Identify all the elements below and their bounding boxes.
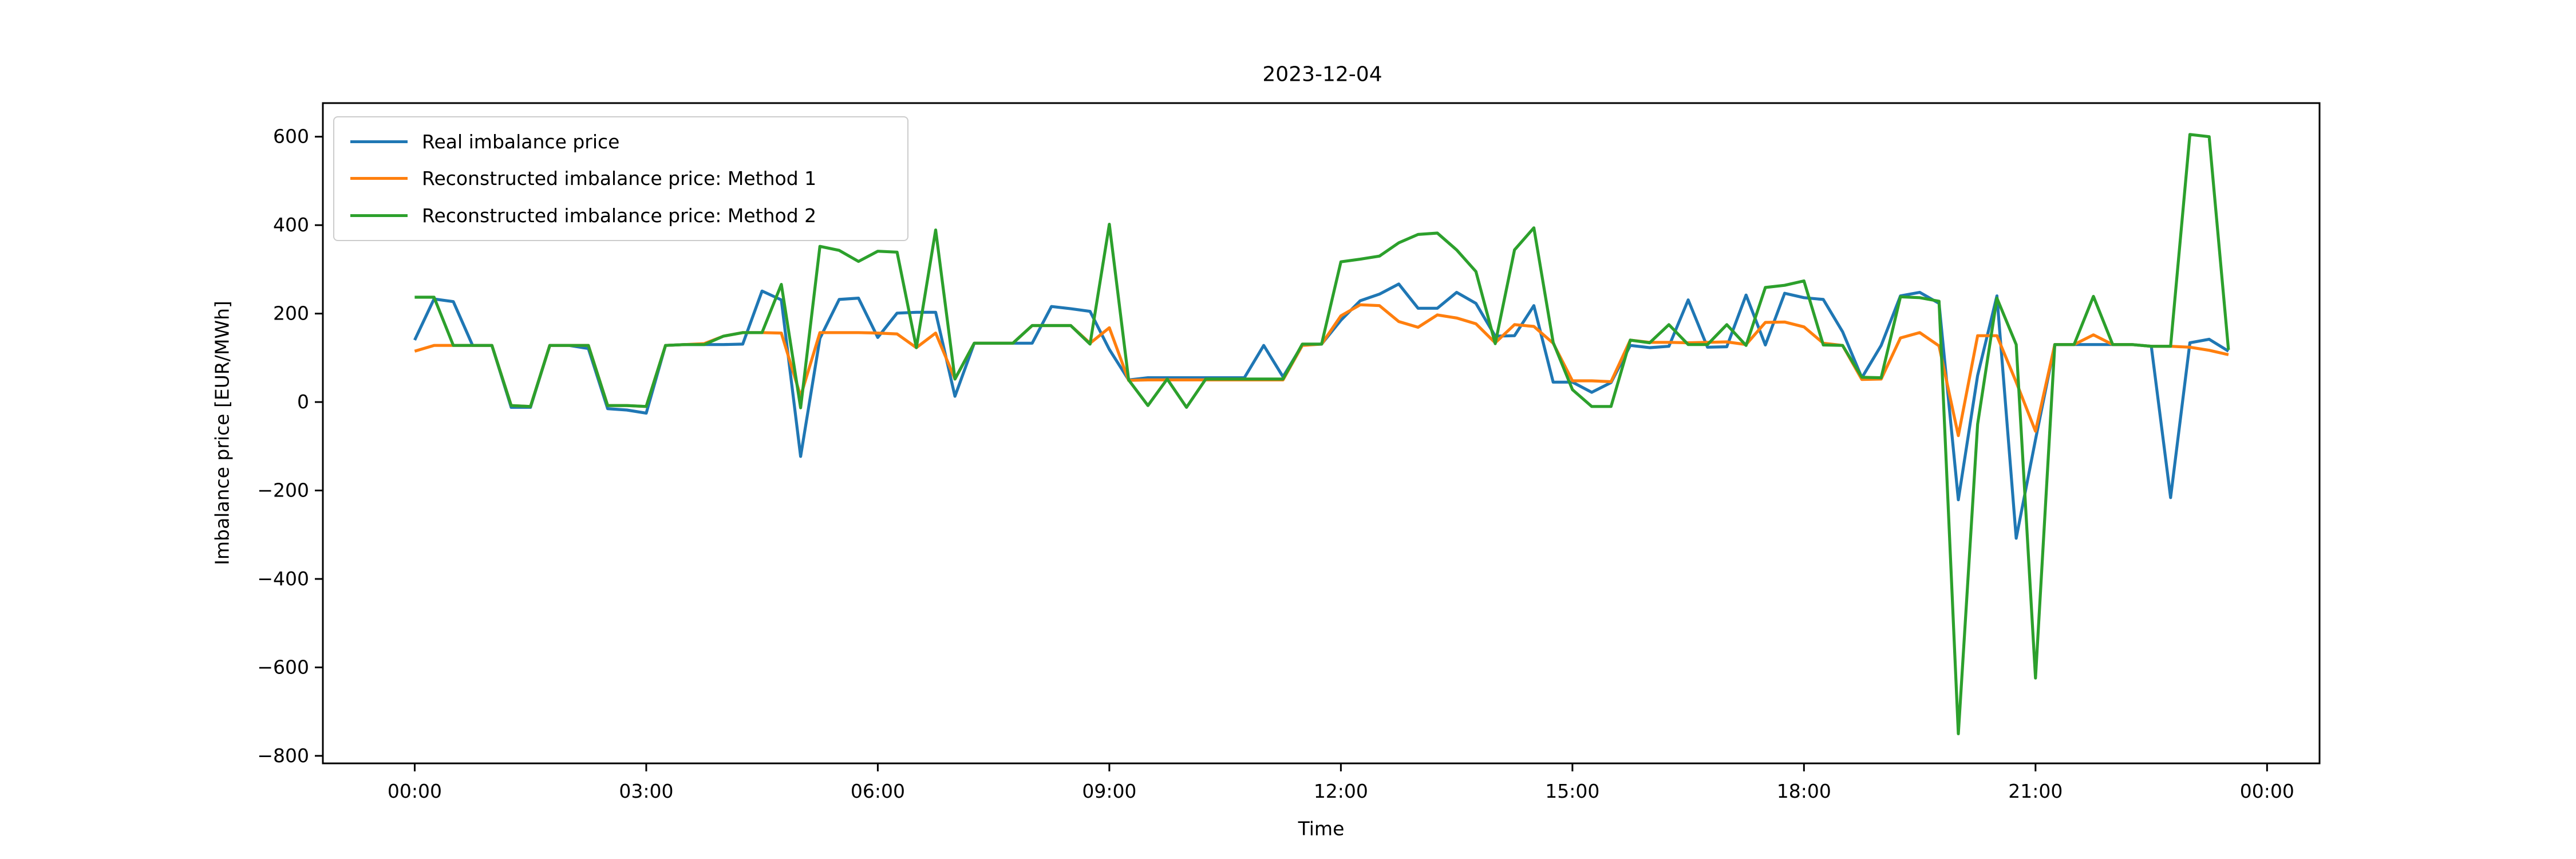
y-tick-label: 600 bbox=[273, 125, 309, 148]
legend-label: Reconstructed imbalance price: Method 1 bbox=[422, 167, 817, 190]
legend-label: Real imbalance price bbox=[422, 130, 620, 153]
legend-line-sample bbox=[350, 177, 408, 180]
legend-entry: Reconstructed imbalance price: Method 1 bbox=[334, 161, 907, 196]
legend-entry: Reconstructed imbalance price: Method 2 bbox=[334, 199, 907, 233]
series-line-reconstructed-imbalance-price-method-1 bbox=[414, 303, 2229, 438]
y-tick-label: −600 bbox=[257, 656, 309, 678]
x-tick-label: 15:00 bbox=[1545, 780, 1599, 802]
legend: Real imbalance price Reconstructed imbala… bbox=[333, 116, 908, 241]
y-tick-label: −400 bbox=[257, 568, 309, 590]
y-tick-label: 200 bbox=[273, 302, 309, 325]
y-axis-label: Imbalance price [EUR/MWh] bbox=[211, 301, 234, 565]
x-tick-label: 12:00 bbox=[1314, 780, 1368, 802]
x-tick-label: 03:00 bbox=[619, 780, 673, 802]
x-tick-label: 00:00 bbox=[388, 780, 442, 802]
x-tick-label: 18:00 bbox=[1777, 780, 1831, 802]
x-tick-label: 21:00 bbox=[2008, 780, 2063, 802]
legend-entry: Real imbalance price bbox=[334, 124, 907, 159]
y-tick-label: −800 bbox=[257, 744, 309, 767]
legend-line-sample bbox=[350, 140, 408, 143]
y-tick-label: 0 bbox=[297, 391, 309, 413]
legend-label: Reconstructed imbalance price: Method 2 bbox=[422, 204, 817, 227]
series-line-reconstructed-imbalance-price-method-2 bbox=[414, 133, 2230, 735]
y-tick-label: 400 bbox=[273, 214, 309, 236]
x-axis-label: Time bbox=[1298, 817, 1345, 840]
legend-line-sample bbox=[350, 214, 408, 218]
series-line-real-imbalance-price bbox=[413, 282, 2230, 540]
x-tick-label: 09:00 bbox=[1082, 780, 1136, 802]
chart-title: 2023-12-04 bbox=[1262, 62, 1382, 86]
x-tick-label: 00:00 bbox=[2240, 780, 2294, 802]
axes-spines bbox=[322, 102, 2321, 765]
x-tick-label: 06:00 bbox=[851, 780, 905, 802]
y-tick-label: −200 bbox=[257, 479, 309, 502]
